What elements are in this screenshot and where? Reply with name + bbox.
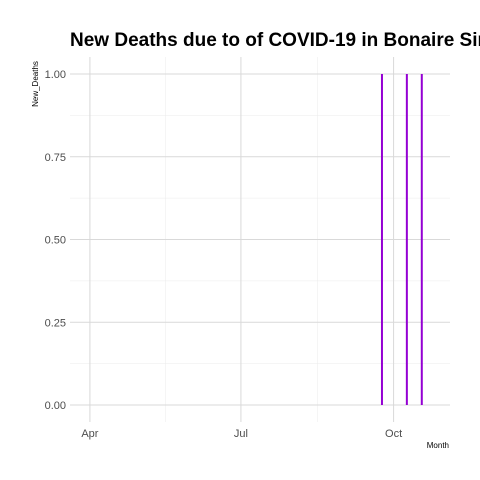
y-axis-ticks: 0.00 0.25 0.50 0.75 1.00 bbox=[45, 69, 66, 412]
y-tick-label: 0.50 bbox=[45, 235, 66, 247]
y-tick-label: 1.00 bbox=[45, 69, 66, 81]
y-tick-label: 0.75 bbox=[45, 152, 66, 164]
x-tick-label: Jul bbox=[234, 428, 248, 440]
y-tick-label: 0.00 bbox=[45, 400, 66, 412]
x-tick-label: Apr bbox=[81, 428, 98, 440]
bars-layer bbox=[380, 74, 423, 405]
y-tick-label: 0.25 bbox=[45, 317, 66, 329]
chart-title: New Deaths due to of COVID-19 in Bonaire… bbox=[70, 30, 480, 51]
x-axis-ticks: Apr Jul Oct bbox=[81, 428, 402, 440]
x-tick-label: Oct bbox=[385, 428, 402, 440]
y-axis-title: New_Deaths bbox=[31, 61, 40, 107]
x-axis-title: Month bbox=[427, 441, 449, 450]
major-gridlines bbox=[70, 57, 450, 422]
